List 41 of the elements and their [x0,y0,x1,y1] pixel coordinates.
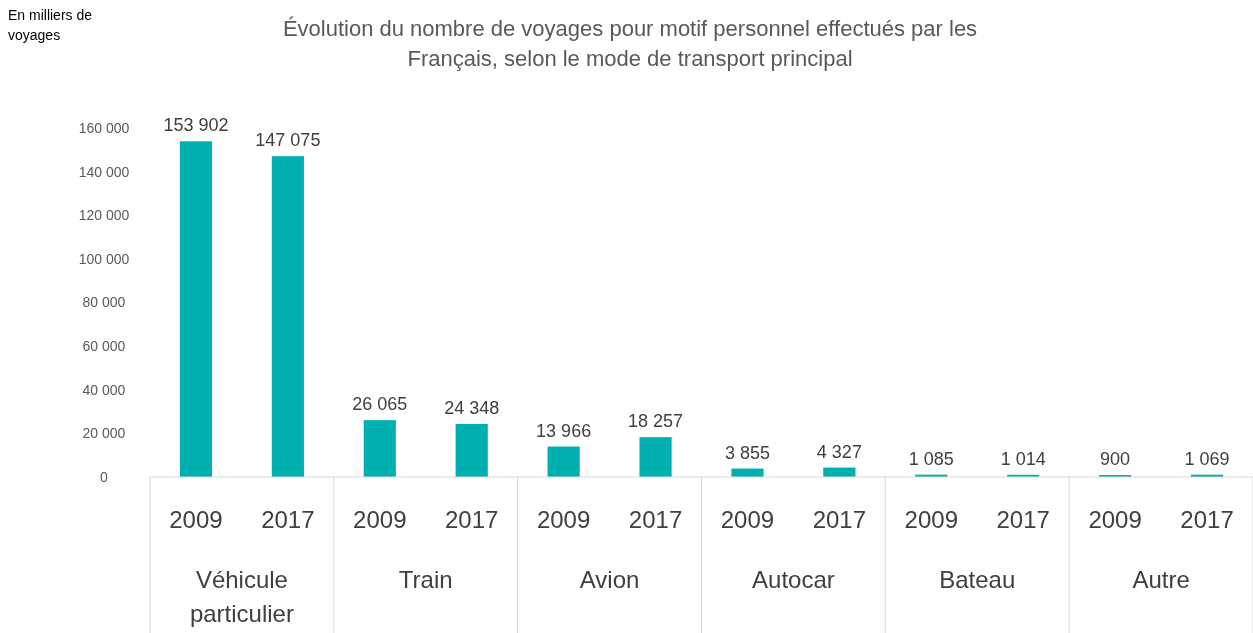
data-label: 4 327 [816,441,862,462]
x-tick-label: 2009 [169,506,223,533]
text: En milliers de voyages [8,7,93,43]
chart-title: Évolution du nombre de voyages pour motif personnel effectués par les Français, selon le mode de transport principal [282,16,978,71]
data-label: 13 966 [536,420,592,441]
text: Autre [1132,566,1190,593]
text: Véhicule particulier [189,566,294,627]
data-label: 1 085 [908,448,954,469]
text: Bateau [939,566,1016,593]
x-tick-label: 2017 [812,506,867,533]
x-tick-label: 2017 [628,506,683,533]
data-label: 1 014 [1000,448,1046,469]
data-label: 18 257 [628,411,684,432]
x-tick-label: 2009 [353,506,407,533]
y-tick-label: 40 000 [82,381,126,398]
text: Train [398,566,453,593]
y-tick-label: 0 [100,468,109,485]
y-tick-label: 160 000 [78,119,130,136]
data-label: 3 855 [724,442,770,463]
x-tick-label: 2009 [904,506,958,533]
data-label: 153 902 [163,115,229,136]
y-tick-label: 140 000 [78,163,130,180]
y-tick-label: 100 000 [78,250,130,267]
x-tick-label: 2009 [720,506,775,533]
data-label: 26 065 [352,394,408,415]
y-tick-label: 80 000 [82,294,126,311]
data-label: 900 [1100,449,1131,470]
y-tick-label: 120 000 [78,207,130,224]
x-tick-label: 2017 [261,506,315,533]
x-tick-label: 2009 [536,506,591,533]
x-tick-label: 2017 [996,506,1050,533]
x-tick-label: 2017 [445,506,499,533]
text: Avion [579,566,640,593]
data-label: 1 069 [1184,448,1230,469]
x-tick-label: 2017 [1180,506,1234,533]
data-label: 24 348 [444,397,500,418]
y-tick-label: 20 000 [82,425,126,442]
data-label: 147 075 [255,130,321,151]
y-tick-label: 60 000 [82,338,126,355]
x-tick-label: 2009 [1088,506,1142,533]
text: Autocar [752,566,835,593]
